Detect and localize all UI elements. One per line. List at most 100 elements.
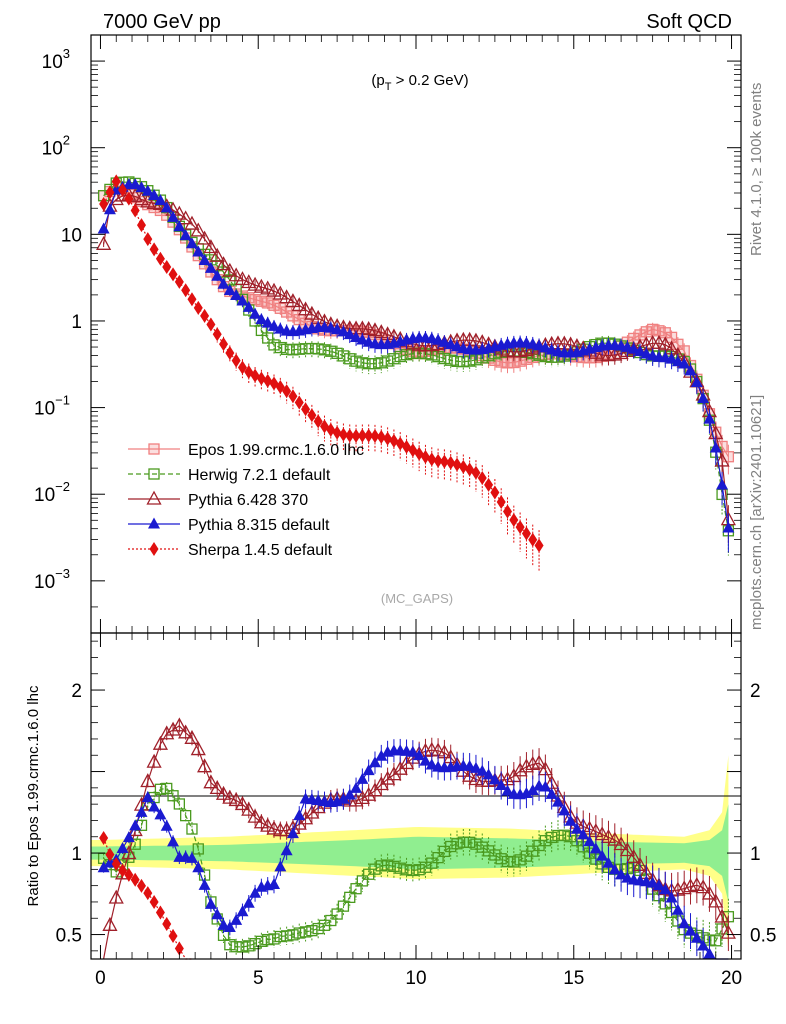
data-point — [209, 247, 225, 262]
data-point — [154, 808, 167, 820]
data-point — [627, 342, 640, 354]
data-point — [255, 313, 268, 325]
data-point — [545, 787, 558, 799]
watermark: (MC_GAPS) — [381, 591, 453, 606]
data-point — [710, 935, 722, 947]
data-point — [525, 756, 541, 771]
data-point — [167, 790, 179, 802]
data-point — [211, 269, 224, 281]
legend-entry: Sherpa 1.4.5 default — [188, 542, 333, 559]
data-point — [596, 849, 609, 861]
data-point — [219, 337, 229, 352]
data-point — [671, 355, 684, 367]
data-point — [389, 433, 399, 448]
data-point — [286, 827, 299, 839]
data-point — [249, 307, 262, 319]
data-point — [356, 357, 369, 369]
data-point — [279, 822, 295, 837]
data-point — [118, 182, 128, 197]
data-point — [234, 796, 251, 811]
data-point — [709, 441, 722, 453]
data-point — [178, 210, 194, 225]
data-point — [247, 808, 263, 823]
data-point — [356, 772, 369, 784]
data-point — [274, 930, 286, 943]
data-point — [161, 782, 173, 795]
ratio-y-tick-label: 1 — [71, 844, 82, 865]
data-point — [684, 364, 697, 376]
data-point — [375, 860, 387, 872]
data-point — [105, 185, 115, 200]
data-point — [154, 193, 167, 205]
data-point — [168, 928, 178, 943]
data-point — [111, 174, 121, 189]
data-point — [657, 336, 673, 351]
data-point — [159, 725, 175, 740]
data-point — [280, 343, 293, 356]
data-point — [203, 774, 219, 789]
data-point — [225, 346, 235, 361]
y-tick-label: 102 — [42, 133, 70, 160]
data-point — [99, 831, 109, 846]
data-point — [97, 222, 110, 234]
data-point — [306, 342, 318, 355]
data-point — [99, 196, 109, 211]
data-point — [130, 203, 140, 218]
data-point — [445, 840, 457, 853]
series-line — [103, 787, 729, 948]
data-point — [97, 861, 110, 873]
data-point — [552, 829, 564, 842]
data-point — [287, 929, 299, 941]
y-tick-label: 10−3 — [34, 566, 70, 593]
data-point — [337, 900, 350, 912]
data-point — [253, 278, 269, 293]
data-point — [697, 939, 710, 951]
data-point — [364, 428, 374, 443]
cut-annotation: (pT > 0.2 GeV) — [371, 72, 468, 93]
data-point — [192, 843, 204, 855]
data-point — [249, 886, 262, 898]
data-point — [619, 842, 635, 857]
green-band — [91, 804, 729, 902]
data-point — [105, 847, 115, 862]
data-point — [249, 938, 261, 950]
data-point — [646, 876, 659, 888]
y-tick-label: 103 — [42, 46, 70, 73]
series-line — [103, 180, 540, 546]
data-point — [122, 831, 135, 843]
data-point — [703, 412, 716, 424]
data-point — [343, 788, 356, 800]
data-point — [406, 745, 419, 757]
data-point — [255, 295, 268, 307]
data-point — [242, 300, 255, 312]
data-point — [280, 930, 293, 942]
data-point — [520, 786, 533, 798]
data-point — [287, 344, 299, 356]
data-point — [528, 532, 538, 547]
data-point — [722, 521, 735, 533]
data-point — [665, 352, 678, 364]
data-point — [243, 940, 255, 952]
data-point — [438, 335, 451, 347]
x-tick-label: 20 — [721, 968, 742, 989]
data-point — [400, 864, 413, 876]
data-point — [344, 353, 356, 365]
data-point — [312, 343, 324, 355]
data-point — [427, 452, 437, 467]
legend-entry: Pythia 6.428 370 — [188, 492, 308, 509]
ratio-plot-area — [97, 717, 736, 960]
data-point — [118, 863, 128, 878]
data-point — [312, 922, 324, 935]
data-point — [174, 274, 184, 289]
side-label-mcplots: mcplots.cern.ch [arXiv:2401.10621] — [748, 395, 765, 630]
data-point — [508, 856, 520, 868]
main-plot-area — [96, 174, 736, 572]
data-point — [237, 360, 247, 375]
data-point — [228, 792, 244, 807]
data-point — [108, 889, 124, 904]
data-point — [388, 860, 400, 873]
data-point — [181, 283, 191, 298]
data-point — [546, 831, 558, 844]
data-point — [326, 422, 336, 437]
data-point — [260, 280, 276, 295]
